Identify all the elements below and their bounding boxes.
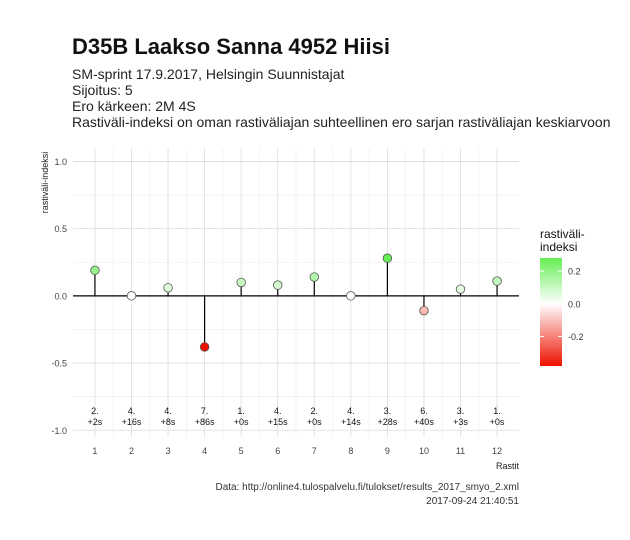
data-point <box>382 253 393 263</box>
data-point <box>199 342 210 352</box>
data-point <box>346 291 356 301</box>
rank-label: 1. <box>493 406 501 416</box>
subtitle-line-4: Rastiväli-indeksi on oman rastiväliajan … <box>72 114 611 130</box>
x-tick-label: 11 <box>456 446 465 456</box>
x-tick-label: 10 <box>419 446 429 456</box>
legend-colorbar <box>540 258 562 366</box>
rank-label: 2. <box>91 406 99 416</box>
rank-label: 6. <box>420 406 428 416</box>
time-diff-label: +14s <box>341 417 361 427</box>
x-tick-label: 3 <box>166 446 171 456</box>
y-axis-title: rastiväli-indeksi <box>40 152 50 214</box>
x-tick-label: 1 <box>92 446 97 456</box>
y-tick-label: 1.0 <box>54 157 67 167</box>
data-point <box>492 276 502 286</box>
rank-label: 4. <box>164 406 172 416</box>
time-diff-label: +0s <box>234 417 249 427</box>
y-tick-label: -1.0 <box>51 426 67 436</box>
legend-title-line-2: indeksi <box>540 240 577 254</box>
x-tick-label: 2 <box>129 446 134 456</box>
x-tick-label: 12 <box>492 446 502 456</box>
legend-tick-label: 0.2 <box>568 267 581 277</box>
x-tick-label: 9 <box>385 446 390 456</box>
time-diff-label: +40s <box>414 417 434 427</box>
x-axis-title: Rastit <box>496 461 520 471</box>
subtitle-line-1: SM-sprint 17.9.2017, Helsingin Suunnista… <box>72 66 345 82</box>
data-point <box>273 280 283 290</box>
y-tick-label: -0.5 <box>51 359 67 369</box>
data-point <box>419 305 429 316</box>
legend-tick-label: -0.2 <box>568 332 584 342</box>
rank-label: 4. <box>274 406 282 416</box>
time-diff-label: +3s <box>453 417 468 427</box>
subtitle-line-3: Ero kärkeen: 2M 4S <box>72 98 196 114</box>
rank-label: 3. <box>384 406 392 416</box>
y-tick-label: 0.0 <box>54 291 67 301</box>
time-diff-label: +8s <box>161 417 176 427</box>
time-diff-label: +86s <box>195 417 215 427</box>
time-diff-label: +2s <box>88 417 103 427</box>
legend-tick-label: 0.0 <box>568 299 581 309</box>
chart-title: D35B Laakso Sanna 4952 Hiisi <box>72 34 390 59</box>
data-point <box>309 272 319 282</box>
data-point <box>126 291 137 301</box>
time-diff-label: +28s <box>378 417 398 427</box>
data-point <box>455 284 466 294</box>
rank-label: 2. <box>311 406 319 416</box>
legend-title-line-1: rastiväli- <box>540 227 585 241</box>
time-diff-label: +0s <box>490 417 505 427</box>
x-tick-label: 4 <box>202 446 207 456</box>
rank-label: 1. <box>237 406 245 416</box>
data-source-caption: Data: http://online4.tulospalvelu.fi/tul… <box>215 482 519 493</box>
data-point <box>236 277 246 288</box>
x-tick-label: 6 <box>275 446 280 456</box>
x-tick-label: 8 <box>348 446 353 456</box>
rank-label: 4. <box>347 406 355 416</box>
x-tick-label: 7 <box>312 446 317 456</box>
timestamp-caption: 2017-09-24 21:40:51 <box>426 496 519 507</box>
y-tick-label: 0.5 <box>54 224 67 234</box>
data-point <box>163 283 173 293</box>
time-diff-label: +0s <box>307 417 322 427</box>
rank-label: 4. <box>128 406 136 416</box>
time-diff-label: +15s <box>268 417 288 427</box>
time-diff-label: +16s <box>122 417 142 427</box>
subtitle-line-2: Sijoitus: 5 <box>72 82 133 98</box>
data-point <box>90 265 100 276</box>
x-tick-label: 5 <box>239 446 244 456</box>
rank-label: 7. <box>201 406 209 416</box>
rank-label: 3. <box>457 406 465 416</box>
